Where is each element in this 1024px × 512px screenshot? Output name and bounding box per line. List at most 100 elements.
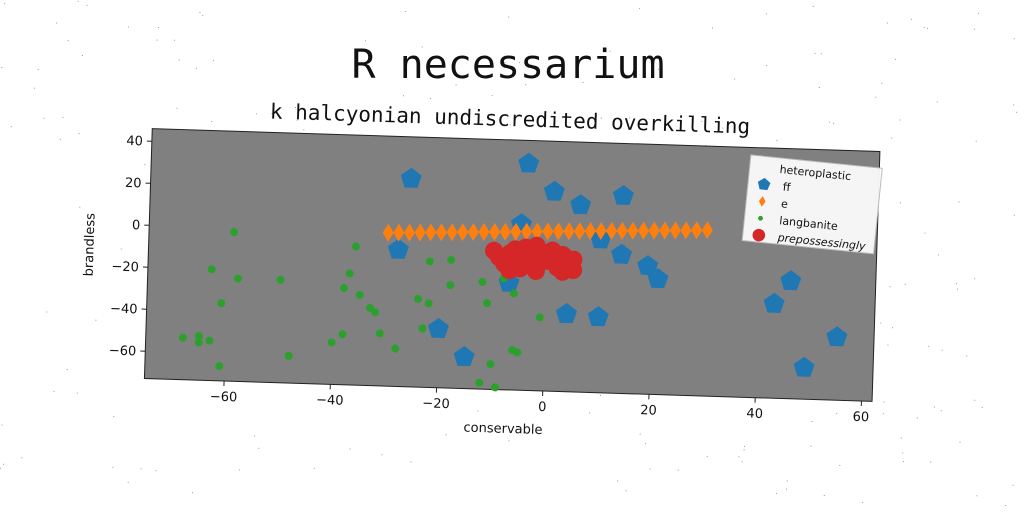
noise-dot (819, 87, 820, 88)
noise-dot (821, 53, 822, 54)
noise-dot (678, 470, 679, 471)
noise-dot (79, 133, 80, 134)
noise-dot (811, 446, 812, 447)
noise-dot (95, 320, 96, 321)
noise-dot (508, 440, 509, 441)
noise-dot (157, 40, 158, 41)
noise-dot (645, 443, 646, 444)
noise-dot (1013, 104, 1014, 105)
noise-dot (911, 19, 912, 20)
noise-dot (976, 495, 977, 496)
noise-dot (974, 29, 975, 30)
noise-dot (87, 5, 88, 6)
x-tick-label: −40 (316, 393, 344, 409)
y-tick-label: 0 (132, 218, 141, 233)
noise-dot (202, 15, 203, 16)
noise-dot (813, 6, 814, 7)
noise-dot (46, 312, 47, 313)
x-tick-label: 20 (640, 403, 657, 419)
noise-dot (942, 350, 943, 351)
noise-dot (881, 83, 882, 84)
noise-dot (156, 470, 157, 471)
noise-dot (53, 391, 54, 392)
noise-dot (430, 98, 431, 99)
noise-dot (3, 464, 4, 465)
noise-dot (815, 53, 816, 54)
noise-dot (650, 468, 651, 469)
noise-dot (900, 202, 901, 203)
noise-dot (446, 434, 447, 435)
noise-dot (956, 283, 957, 284)
noise-dot (902, 452, 903, 453)
noise-dot (930, 461, 931, 462)
noise-dot (405, 11, 406, 12)
noise-dot (883, 413, 884, 414)
noise-dot (1014, 215, 1015, 216)
noise-dot (824, 495, 825, 496)
noise-dot (982, 407, 983, 408)
noise-dot (862, 502, 863, 503)
noise-dot (905, 284, 906, 285)
noise-dot (213, 60, 214, 61)
noise-dot (1005, 505, 1006, 506)
noise-dot (766, 13, 767, 14)
noise-dot (900, 120, 901, 121)
x-tick-label: 0 (538, 400, 547, 415)
noise-dot (903, 461, 904, 462)
noise-dot (938, 254, 939, 255)
noise-dot (712, 27, 713, 28)
noise-dot (744, 449, 745, 450)
noise-dot (884, 402, 885, 403)
noise-dot (68, 40, 69, 41)
noise-dot (78, 1, 79, 2)
noise-dot (79, 207, 80, 208)
noise-dot (56, 23, 57, 24)
noise-dot (875, 97, 876, 98)
noise-dot (0, 468, 1, 469)
noise-dot (960, 442, 961, 443)
noise-dot (82, 55, 83, 56)
noise-dot (303, 129, 304, 130)
noise-dot (179, 59, 180, 60)
noise-dot (258, 448, 259, 449)
noise-dot (508, 17, 509, 18)
noise-dot (144, 164, 145, 165)
noise-dot (707, 456, 708, 457)
noise-dot (974, 400, 975, 401)
noise-dot (477, 411, 478, 412)
noise-dot (492, 95, 493, 96)
noise-dot (739, 456, 740, 457)
x-tick-label: 40 (746, 406, 763, 422)
noise-dot (974, 278, 975, 279)
noise-dot (21, 457, 22, 458)
chart-title: R necessarium (351, 42, 664, 88)
noise-dot (892, 327, 893, 328)
noise-dot (2, 425, 3, 426)
noise-dot (196, 68, 197, 69)
noise-dot (776, 493, 777, 494)
noise-dot (839, 465, 840, 466)
noise-dot (176, 108, 177, 109)
noise-dot (941, 410, 942, 411)
noise-dot (887, 345, 888, 346)
noise-dot (239, 469, 240, 470)
noise-dot (34, 88, 35, 89)
x-tick-label: 60 (852, 410, 869, 426)
noise-dot (4, 3, 5, 4)
noise-dot (927, 28, 928, 29)
noise-dot (1016, 112, 1017, 113)
noise-dot (11, 126, 12, 127)
noise-dot (256, 113, 257, 114)
noise-dot (113, 467, 114, 468)
noise-dot (199, 12, 200, 13)
noise-dot (957, 289, 958, 290)
noise-dot (766, 65, 767, 66)
noise-dot (121, 249, 122, 250)
noise-dot (626, 490, 627, 491)
noise-dot (158, 27, 159, 28)
noise-dot (403, 95, 404, 96)
noise-dot (976, 141, 977, 142)
y-tick-label: 40 (126, 134, 143, 150)
noise-dot (67, 369, 68, 370)
